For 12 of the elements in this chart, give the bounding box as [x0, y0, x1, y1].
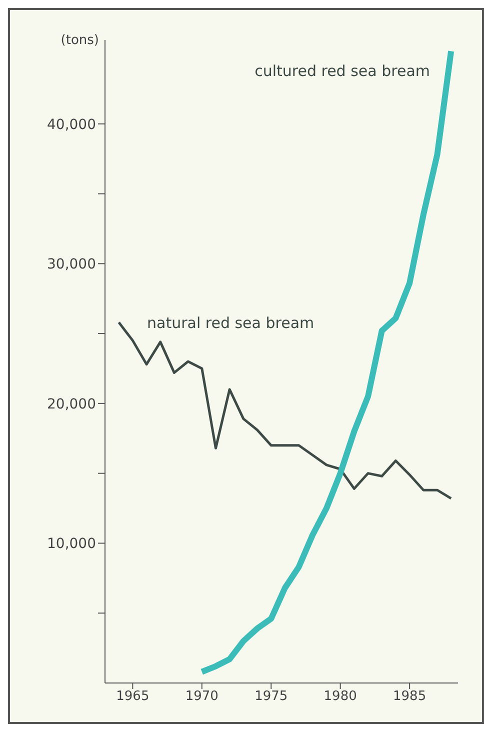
- y-tick-label: 10,000: [47, 536, 96, 552]
- y-tick-label: 40,000: [47, 116, 96, 133]
- y-tick-label: 20,000: [47, 396, 96, 412]
- y-tick-label: 30,000: [47, 256, 96, 273]
- x-tick-label: 1985: [393, 689, 426, 704]
- x-tick-label: 1970: [185, 689, 218, 704]
- x-tick-label: 1980: [324, 689, 357, 704]
- x-tick-label: 1975: [254, 689, 288, 704]
- x-tick-label: 1965: [116, 689, 150, 704]
- y-axis-title: (tons): [60, 33, 99, 48]
- annotation: natural red sea bream: [147, 314, 314, 332]
- annotation: cultured red sea bream: [254, 62, 430, 80]
